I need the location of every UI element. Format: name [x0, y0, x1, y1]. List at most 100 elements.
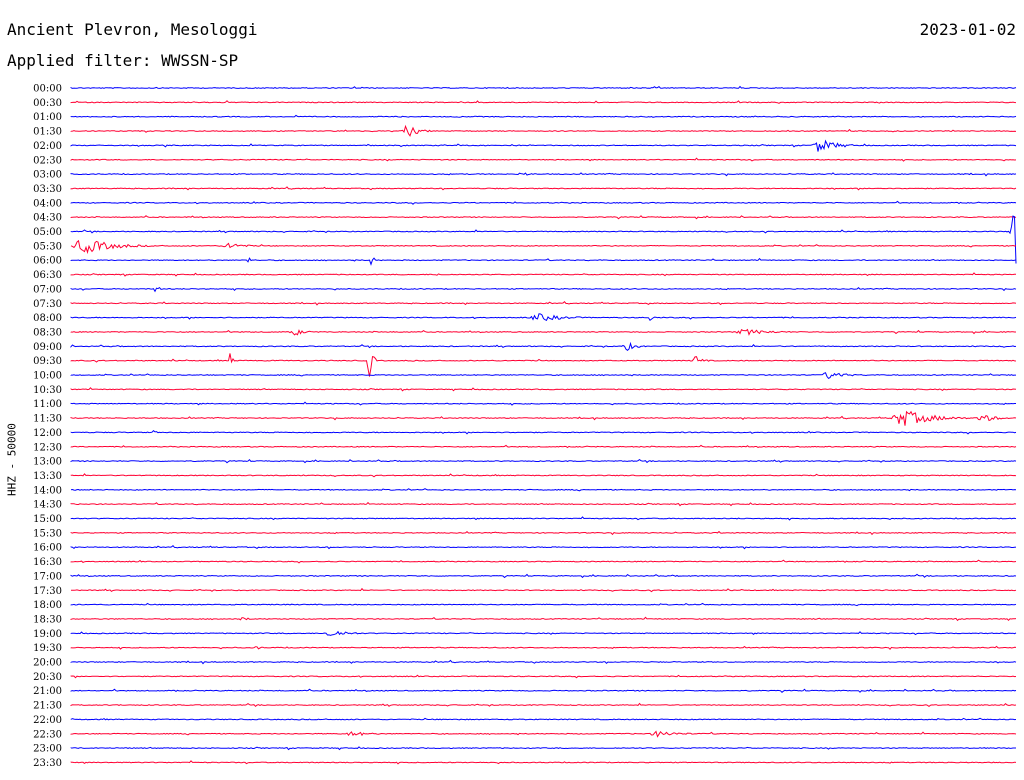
- row-time-label: 23:00: [33, 744, 62, 755]
- row-time-label: 01:30: [33, 127, 62, 138]
- trace-row: [70, 215, 1017, 220]
- row-time-label: 04:30: [33, 213, 62, 224]
- trace-row: [70, 410, 1017, 426]
- trace-row: [70, 630, 1017, 636]
- row-time-label: 00:00: [33, 84, 62, 95]
- trace-row: [70, 387, 1017, 392]
- trace-row: [70, 372, 1016, 380]
- trace-row: [70, 328, 1016, 336]
- trace-row: [70, 100, 1017, 104]
- trace-row: [70, 186, 1017, 191]
- trace-row: [70, 559, 1017, 564]
- row-time-label: 15:30: [33, 528, 62, 539]
- trace-row: [70, 473, 1017, 478]
- row-time-label: 13:00: [33, 457, 62, 468]
- trace-row: [70, 702, 1017, 708]
- trace-row: [70, 688, 1017, 693]
- row-time-label: 00:30: [33, 98, 62, 109]
- trace-row: [70, 760, 1017, 765]
- row-time-label: 10:30: [33, 385, 62, 396]
- trace-row: [70, 746, 1016, 751]
- trace-row: [70, 353, 1017, 377]
- trace-row: [70, 272, 1016, 277]
- row-time-label: 20:00: [33, 658, 62, 669]
- row-time-label: 01:00: [33, 112, 62, 123]
- trace-row: [70, 215, 1017, 264]
- trace-row: [70, 659, 1017, 665]
- row-time-label: 14:30: [33, 500, 62, 511]
- row-time-label: 22:30: [33, 729, 62, 740]
- row-time-label: 13:30: [33, 471, 62, 482]
- trace-row: [70, 157, 1017, 162]
- row-time-label: 04:00: [33, 198, 62, 209]
- trace-row: [70, 313, 1017, 322]
- row-time-label: 03:30: [33, 184, 62, 195]
- trace-row: [70, 674, 1017, 679]
- row-time-label: 12:00: [33, 428, 62, 439]
- row-time-label: 16:00: [33, 543, 62, 554]
- row-time-label: 21:00: [33, 686, 62, 697]
- row-time-label: 23:30: [33, 758, 62, 769]
- record-date: 2023-01-02: [919, 20, 1016, 39]
- trace-row: [70, 616, 1017, 622]
- row-time-label: 09:00: [33, 342, 62, 353]
- row-time-label: 18:00: [33, 600, 62, 611]
- row-time-label: 08:00: [33, 313, 62, 324]
- trace-row: [70, 200, 1017, 205]
- row-time-label: 22:00: [33, 715, 62, 726]
- trace-row: [70, 602, 1017, 607]
- row-time-label: 07:00: [33, 284, 62, 295]
- row-time-label: 03:00: [33, 170, 62, 181]
- trace-row: [70, 488, 1017, 492]
- row-time-label: 16:30: [33, 557, 62, 568]
- trace-row: [70, 530, 1017, 536]
- row-time-label: 17:00: [33, 571, 62, 582]
- row-time-label: 18:30: [33, 614, 62, 625]
- trace-row: [70, 573, 1017, 579]
- trace-row: [70, 717, 1017, 721]
- trace-row: [70, 139, 1017, 152]
- trace-row: [70, 300, 1017, 306]
- row-time-label: 12:30: [33, 442, 62, 453]
- trace-row: [70, 516, 1017, 521]
- trace-row: [70, 501, 1017, 507]
- row-time-label: 14:00: [33, 485, 62, 496]
- trace-row: [70, 401, 1016, 406]
- row-time-label: 08:30: [33, 327, 62, 338]
- row-time-label: 07:30: [33, 299, 62, 310]
- row-time-label: 11:00: [33, 399, 62, 410]
- row-time-label: 15:00: [33, 514, 62, 525]
- row-time-label: 17:30: [33, 586, 62, 597]
- row-time-label: 02:00: [33, 141, 62, 152]
- row-time-label: 20:30: [33, 672, 62, 683]
- trace-row: [70, 114, 1017, 118]
- row-time-label: 09:30: [33, 356, 62, 367]
- trace-row: [70, 124, 1017, 137]
- row-time-label: 10:00: [33, 371, 62, 382]
- trace-row: [70, 430, 1017, 435]
- trace-row: [70, 257, 1017, 266]
- trace-row: [70, 645, 1017, 650]
- trace-row: [70, 341, 1017, 352]
- trace-row: [70, 172, 1017, 177]
- trace-row: [70, 458, 1017, 464]
- row-time-label: 02:30: [33, 155, 62, 166]
- row-time-label: 06:00: [33, 256, 62, 267]
- trace-row: [70, 444, 1017, 449]
- row-time-label: 19:00: [33, 629, 62, 640]
- row-time-label: 05:30: [33, 241, 62, 252]
- filter-label: Applied filter: WWSSN-SP: [7, 51, 239, 70]
- trace-row: [70, 286, 1017, 293]
- trace-row: [70, 239, 1017, 255]
- trace-row: [70, 730, 1017, 738]
- station-name: Ancient Plevron, Mesologgi: [7, 20, 258, 39]
- trace-row: [70, 85, 1017, 89]
- trace-row: [71, 587, 1017, 593]
- row-time-label: 11:30: [33, 414, 62, 425]
- trace-row: [70, 545, 1017, 550]
- row-time-label: 05:00: [33, 227, 62, 238]
- row-time-label: 19:30: [33, 643, 62, 654]
- row-time-label: 21:30: [33, 701, 62, 712]
- row-time-label: 06:30: [33, 270, 62, 281]
